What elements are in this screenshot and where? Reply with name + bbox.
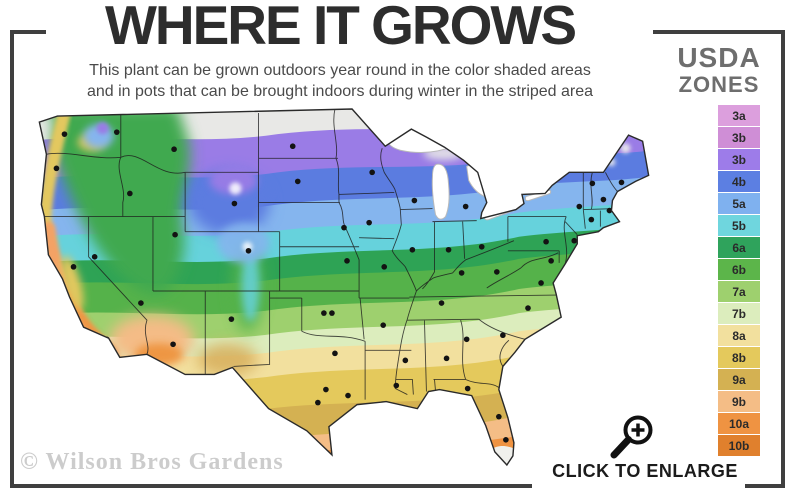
subtitle-line-2: and in pots that can be brought indoors … xyxy=(86,83,594,100)
legend-zone-4b: 4b xyxy=(718,171,760,192)
state-borders xyxy=(44,109,618,400)
legend-zone-8a: 8a xyxy=(718,325,760,346)
zone-shading xyxy=(39,109,649,465)
legend-zone-10a: 10a xyxy=(718,413,760,434)
legend-zones: 3a 3b 3b 4b 5a 5b 6a 6b 7a 7b 8a 8b 9a 9b 10a 10b xyxy=(718,105,760,457)
frame-right xyxy=(781,30,785,488)
usa-map-svg xyxy=(38,108,650,467)
legend-title: USDA ZONES xyxy=(653,44,785,96)
legend-zone-3a: 3a xyxy=(718,105,760,126)
legend-zone-9b: 9b xyxy=(718,391,760,412)
legend-title-usda: USDA xyxy=(677,42,761,73)
legend-zone-3b: 3b xyxy=(718,149,760,170)
legend-zone-6b: 6b xyxy=(718,259,760,280)
legend-zone-7a: 7a xyxy=(718,281,760,302)
frame-top-left xyxy=(10,30,46,34)
frame-bottom-right xyxy=(745,484,785,488)
page-title: WHERE IT GROWS xyxy=(104,0,577,56)
click-to-enlarge-label[interactable]: CLICK TO ENLARGE xyxy=(552,461,738,481)
city-markers xyxy=(53,129,625,443)
frame-left xyxy=(10,30,14,488)
legend-zone-3b: 3b xyxy=(718,127,760,148)
watermark: © Wilson Bros Gardens xyxy=(20,449,284,475)
legend-zone-5b: 5b xyxy=(718,215,760,236)
legend-zone-7b: 7b xyxy=(718,303,760,324)
usa-outline xyxy=(38,108,650,467)
frame-top-right xyxy=(653,30,785,34)
legend-zone-9a: 9a xyxy=(718,369,760,390)
legend-zone-10b: 10b xyxy=(718,435,760,456)
magnifier-plus-icon[interactable] xyxy=(606,412,660,469)
subtitle-line-1: This plant can be grown outdoors year ro… xyxy=(89,62,591,79)
usa-hardiness-map[interactable] xyxy=(36,106,652,481)
legend-zone-6a: 6a xyxy=(718,237,760,258)
frame-bottom-left xyxy=(10,484,532,488)
legend-zone-8b: 8b xyxy=(718,347,760,368)
legend-zone-5a: 5a xyxy=(718,193,760,214)
subtitle: This plant can be grown outdoors year ro… xyxy=(40,60,640,102)
legend-title-zones: ZONES xyxy=(678,72,760,97)
